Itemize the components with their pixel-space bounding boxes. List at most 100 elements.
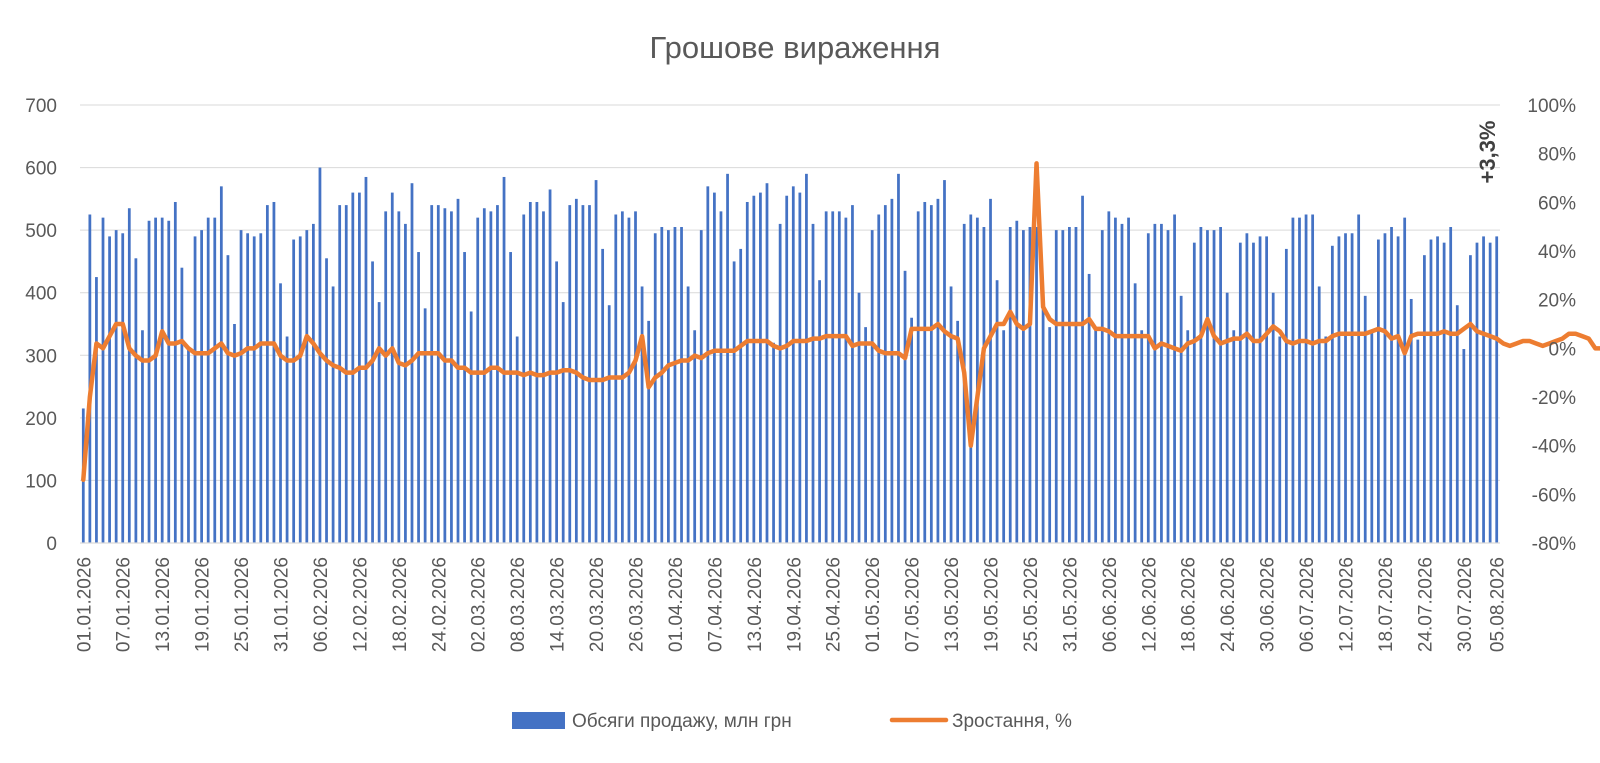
y-tick-left: 100 <box>25 471 57 492</box>
bar <box>732 261 736 543</box>
bar <box>167 220 171 543</box>
bar <box>430 205 434 544</box>
bar <box>739 248 743 543</box>
bar <box>456 198 460 544</box>
bar <box>1403 217 1407 543</box>
x-tick-label: 18.07.2026 <box>1376 557 1397 652</box>
y-tick-left: 300 <box>25 346 57 367</box>
bar <box>798 192 802 543</box>
bar <box>772 342 775 543</box>
bar <box>791 186 795 543</box>
bar <box>1035 227 1038 543</box>
bar <box>1317 286 1321 543</box>
bar <box>417 252 420 544</box>
bar <box>200 230 203 543</box>
bar <box>1041 292 1045 543</box>
bar <box>121 233 125 543</box>
bar <box>1449 227 1453 543</box>
bar <box>929 205 933 544</box>
bar <box>1298 217 1301 543</box>
bar <box>187 349 190 543</box>
bar <box>134 258 138 543</box>
bar <box>154 217 157 543</box>
bar <box>594 180 598 543</box>
bar <box>916 211 920 543</box>
x-tick-label: 19.04.2026 <box>784 557 805 652</box>
y-tick-left: 700 <box>25 96 57 117</box>
bar <box>601 248 605 543</box>
bar <box>1324 336 1328 543</box>
bar <box>1160 223 1163 543</box>
bar <box>1238 242 1242 543</box>
bar <box>239 230 243 543</box>
bar <box>870 230 874 543</box>
bar <box>1087 273 1091 543</box>
bar <box>1028 227 1032 543</box>
bar <box>1081 195 1084 544</box>
bar <box>831 211 835 543</box>
bar <box>693 330 697 543</box>
bar <box>147 220 151 543</box>
x-tick-label: 01.05.2026 <box>863 557 884 652</box>
bar <box>95 277 98 543</box>
bar <box>660 227 664 543</box>
bar <box>713 192 716 543</box>
x-tick-label: 05.08.2026 <box>1488 557 1509 652</box>
y-tick-left: 200 <box>25 409 57 430</box>
bar <box>252 236 256 543</box>
bar <box>469 311 473 543</box>
bar <box>265 205 269 544</box>
bar <box>607 305 611 543</box>
bar <box>1330 245 1334 544</box>
bar <box>588 205 591 544</box>
bar <box>1232 330 1236 543</box>
chart-title: Грошове вираження <box>650 30 941 65</box>
x-tick-label: 06.07.2026 <box>1297 557 1318 652</box>
y-tick-left: 400 <box>25 284 57 305</box>
bar <box>305 230 309 543</box>
bar <box>1291 217 1295 543</box>
bar <box>213 217 217 543</box>
bar <box>509 252 512 544</box>
bar <box>436 205 440 544</box>
x-tick-label: 26.03.2026 <box>627 557 648 652</box>
bar <box>502 176 506 543</box>
bar <box>279 283 282 543</box>
y-tick-left: 600 <box>25 159 57 180</box>
y-tick-right: 0% <box>1549 339 1577 360</box>
legend-swatch-bars <box>512 712 565 729</box>
bar <box>811 223 815 543</box>
bar <box>1107 211 1111 543</box>
bar <box>312 223 315 543</box>
bar <box>936 198 940 544</box>
bar <box>443 208 447 544</box>
bar <box>995 280 999 543</box>
bar <box>535 201 539 544</box>
bar <box>805 173 808 543</box>
y-tick-right: 40% <box>1538 242 1576 263</box>
bar <box>246 233 250 543</box>
bar <box>206 217 210 543</box>
bar <box>384 211 388 543</box>
bar <box>1153 223 1157 543</box>
x-tick-label: 24.02.2026 <box>429 557 450 652</box>
bar <box>404 223 407 543</box>
bar <box>1219 227 1222 543</box>
bar <box>141 330 144 543</box>
bar <box>1357 214 1361 543</box>
gridlines <box>80 104 1500 481</box>
bar <box>292 239 296 543</box>
bar <box>1436 236 1439 543</box>
x-tick-label: 14.03.2026 <box>548 557 569 652</box>
bar <box>844 217 848 543</box>
bar <box>1002 330 1006 543</box>
bar <box>864 327 867 543</box>
legend: Обсяги продажу, млн грн Зростання, % <box>512 711 1072 732</box>
bar <box>1061 230 1065 543</box>
x-tick-label: 24.07.2026 <box>1415 557 1436 652</box>
bar <box>581 205 585 544</box>
bar <box>778 223 782 543</box>
x-tick-label: 12.06.2026 <box>1139 557 1160 652</box>
x-tick-label: 30.07.2026 <box>1455 557 1476 652</box>
